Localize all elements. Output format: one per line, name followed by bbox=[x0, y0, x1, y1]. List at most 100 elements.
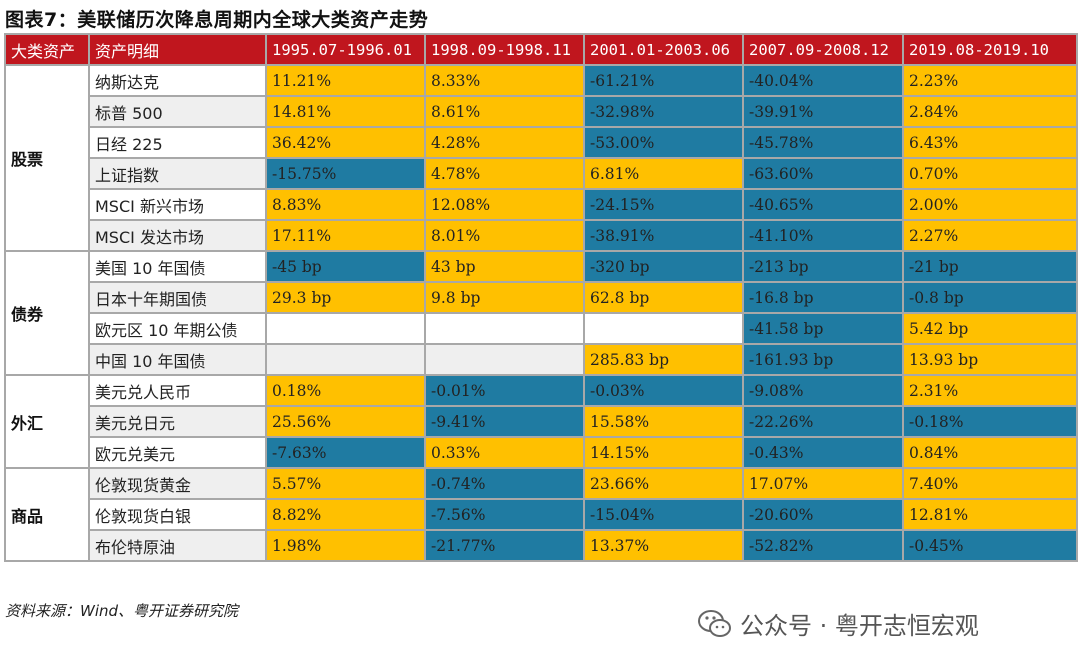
table-row: MSCI 新兴市场 8.83% 12.08% -24.15% -40.65% 2.00% bbox=[5, 188, 1078, 221]
asset-table: 大类资产 资产明细 1995.07-1996.01 1998.09-1998.11 20… bbox=[4, 33, 1078, 562]
value-cell: 0.70% bbox=[902, 157, 1078, 190]
value-cell: -40.04% bbox=[742, 64, 904, 97]
value-cell: -320 bp bbox=[583, 250, 744, 283]
value-cell: -15.04% bbox=[583, 498, 744, 531]
value-cell: 8.33% bbox=[424, 64, 585, 97]
value-cell: -53.00% bbox=[583, 126, 744, 159]
value-cell: -7.63% bbox=[265, 436, 426, 469]
value-cell: 2.31% bbox=[902, 374, 1078, 407]
header-row: 大类资产 资产明细 1995.07-1996.01 1998.09-1998.11 20… bbox=[4, 33, 1078, 66]
value-cell: 12.81% bbox=[902, 498, 1078, 531]
value-cell: -0.8 bp bbox=[902, 281, 1078, 314]
table-row: 日本十年期国债 29.3 bp 9.8 bp 62.8 bp -16.8 bp -0.8 … bbox=[5, 281, 1078, 314]
value-cell: -0.01% bbox=[424, 374, 585, 407]
table-row: 布伦特原油 1.98% -21.77% 13.37% -52.82% -0.45% bbox=[5, 529, 1078, 562]
value-cell: -39.91% bbox=[742, 95, 904, 128]
value-cell: -7.56% bbox=[424, 498, 585, 531]
value-cell: 4.28% bbox=[424, 126, 585, 159]
asset-name-cell: 日经 225 bbox=[88, 126, 267, 159]
value-cell: -20.60% bbox=[742, 498, 904, 531]
column-header: 2007.09-2008.12 bbox=[742, 33, 904, 66]
value-cell: 6.81% bbox=[583, 157, 744, 190]
value-cell: 2.27% bbox=[902, 219, 1078, 252]
category-cell: 外汇 bbox=[4, 374, 90, 469]
value-cell: -0.74% bbox=[424, 467, 585, 500]
value-cell: 13.37% bbox=[583, 529, 744, 562]
table-row: 标普 500 14.81% 8.61% -32.98% -39.91% 2.84% bbox=[5, 95, 1078, 128]
value-cell: -45 bp bbox=[265, 250, 426, 283]
table-row: 外汇 美元兑人民币 0.18% -0.01% -0.03% -9.08% 2.31% bbox=[4, 374, 1078, 469]
value-cell: -0.03% bbox=[583, 374, 744, 407]
value-cell: 25.56% bbox=[265, 405, 426, 438]
table-row: 伦敦现货白银 8.82% -7.56% -15.04% -20.60% 12.81% bbox=[5, 498, 1078, 531]
value-cell: 8.61% bbox=[424, 95, 585, 128]
value-cell: -45.78% bbox=[742, 126, 904, 159]
asset-name-cell: 欧元区 10 年期公债 bbox=[88, 312, 267, 345]
value-cell: 0.33% bbox=[424, 436, 585, 469]
value-cell: -21 bp bbox=[902, 250, 1078, 283]
value-cell: -16.8 bp bbox=[742, 281, 904, 314]
asset-name-cell: MSCI 发达市场 bbox=[88, 219, 267, 252]
asset-name-cell: 标普 500 bbox=[88, 95, 267, 128]
value-cell: 23.66% bbox=[583, 467, 744, 500]
value-cell: -0.45% bbox=[902, 529, 1078, 562]
value-cell: 5.57% bbox=[265, 467, 426, 500]
value-cell: -63.60% bbox=[742, 157, 904, 190]
table-row: 欧元区 10 年期公债 -41.58 bp 5.42 bp bbox=[5, 312, 1078, 345]
value-cell: 1.98% bbox=[265, 529, 426, 562]
value-cell: 6.43% bbox=[902, 126, 1078, 159]
value-cell bbox=[424, 343, 585, 376]
column-header: 2019.08-2019.10 bbox=[902, 33, 1078, 66]
value-cell: -21.77% bbox=[424, 529, 585, 562]
value-cell: 0.84% bbox=[902, 436, 1078, 469]
value-cell: 2.23% bbox=[902, 64, 1078, 97]
value-cell: -24.15% bbox=[583, 188, 744, 221]
value-cell bbox=[265, 312, 426, 345]
wechat-icon bbox=[698, 609, 731, 637]
value-cell: -213 bp bbox=[742, 250, 904, 283]
value-cell bbox=[583, 312, 744, 345]
value-cell bbox=[265, 343, 426, 376]
value-cell: -38.91% bbox=[583, 219, 744, 252]
figure-title: 图表7：美联储历次降息周期内全球大类资产走势 bbox=[5, 9, 429, 31]
watermark-text: 公众号 · 粤开志恒宏观 bbox=[740, 612, 979, 640]
column-header: 2001.01-2003.06 bbox=[583, 33, 744, 66]
value-cell: -32.98% bbox=[583, 95, 744, 128]
column-header: 大类资产 bbox=[4, 33, 90, 66]
value-cell: 17.11% bbox=[265, 219, 426, 252]
value-cell: -40.65% bbox=[742, 188, 904, 221]
value-cell: 62.8 bp bbox=[583, 281, 744, 314]
column-header: 资产明细 bbox=[88, 33, 267, 66]
asset-name-cell: 伦敦现货黄金 bbox=[88, 467, 267, 500]
asset-name-cell: 日本十年期国债 bbox=[88, 281, 267, 314]
value-cell bbox=[424, 312, 585, 345]
asset-name-cell: 美元兑人民币 bbox=[88, 374, 267, 407]
value-cell: 14.15% bbox=[583, 436, 744, 469]
value-cell: 0.18% bbox=[265, 374, 426, 407]
value-cell: 2.00% bbox=[902, 188, 1078, 221]
watermark: 公众号 · 粤开志恒宏观 bbox=[698, 606, 979, 641]
value-cell: -15.75% bbox=[265, 157, 426, 190]
value-cell: 8.01% bbox=[424, 219, 585, 252]
table-row: 中国 10 年国债 285.83 bp -161.93 bp 13.93 bp bbox=[5, 343, 1078, 376]
asset-name-cell: 欧元兑美元 bbox=[88, 436, 267, 469]
value-cell: 5.42 bp bbox=[902, 312, 1078, 345]
value-cell: 4.78% bbox=[424, 157, 585, 190]
asset-name-cell: 上证指数 bbox=[88, 157, 267, 190]
value-cell: -0.43% bbox=[742, 436, 904, 469]
value-cell: -41.58 bp bbox=[742, 312, 904, 345]
table-row: 股票 纳斯达克 11.21% 8.33% -61.21% -40.04% 2.23% bbox=[4, 64, 1078, 252]
table-row: 美元兑日元 25.56% -9.41% 15.58% -22.26% -0.18% bbox=[5, 405, 1078, 438]
value-cell: 13.93 bp bbox=[902, 343, 1078, 376]
category-cell: 股票 bbox=[4, 64, 90, 252]
asset-name-cell: 美元兑日元 bbox=[88, 405, 267, 438]
source-note: 资料来源：Wind、粤开证券研究院 bbox=[5, 602, 239, 620]
table-row: 欧元兑美元 -7.63% 0.33% 14.15% -0.43% 0.84% bbox=[5, 436, 1078, 469]
value-cell: 2.84% bbox=[902, 95, 1078, 128]
value-cell: -9.41% bbox=[424, 405, 585, 438]
value-cell: 8.82% bbox=[265, 498, 426, 531]
value-cell: -22.26% bbox=[742, 405, 904, 438]
table-row: 债券 美国 10 年国债 -45 bp 43 bp -320 bp -213 bp -21 … bbox=[4, 250, 1078, 376]
column-header: 1995.07-1996.01 bbox=[265, 33, 426, 66]
value-cell: -52.82% bbox=[742, 529, 904, 562]
